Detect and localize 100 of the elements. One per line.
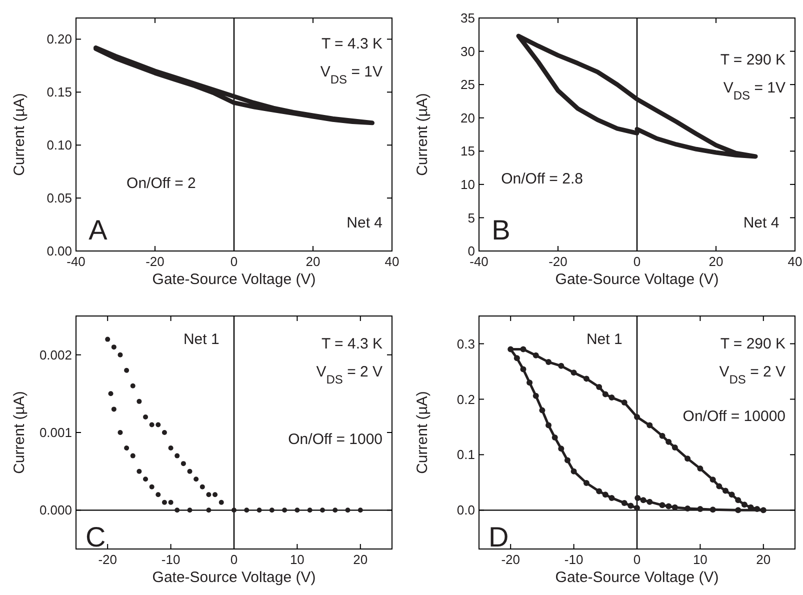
point [570,468,577,474]
point [320,508,325,513]
point [602,492,608,498]
annotation: V$_{DS}$ = 2 V [316,364,383,387]
point [162,430,167,435]
y-axis-title: Current (µA) [414,391,431,474]
x-tick-label: 10 [692,552,708,567]
x-tick-label: -20 [146,254,164,269]
point [552,434,558,440]
point [212,492,218,498]
point [583,480,590,486]
point [659,432,666,439]
y-axis-title: Current (µA) [11,391,28,474]
x-axis-title: Gate-Source Voltage (V) [152,271,316,288]
point [608,494,615,501]
point [640,497,646,504]
point [187,508,192,513]
annotation: Net 4 [743,214,780,232]
point [659,502,666,508]
annotation: T = 4.3 K [322,35,383,52]
annotation: T = 4.3 K [322,336,383,353]
point [124,368,130,373]
point [634,504,640,511]
point [136,468,142,474]
point [206,492,212,498]
x-tick-label: -20 [98,552,117,567]
y-tick-label: 0.05 [46,190,72,206]
x-axis-title: Gate-Source Voltage (V) [152,569,316,586]
y-tick-label: 35 [460,10,475,26]
x-tick-label: -20 [501,552,520,567]
annotation: On/Off = 1000 [288,431,383,448]
y-tick-label: 0.10 [46,138,72,153]
point [187,468,192,474]
point [218,500,224,505]
point [570,370,577,376]
x-tick-label: 0 [230,254,238,269]
y-tick-label: 10 [460,176,475,192]
y-tick-label: 25 [460,77,475,92]
x-tick-label: 20 [353,552,368,567]
y-tick-label: 0.2 [456,392,475,407]
point [634,494,641,501]
point [558,362,564,369]
annotation: C [85,522,106,553]
y-tick-label: 0.001 [39,425,72,440]
point [666,503,672,510]
point [621,400,628,406]
point [180,461,186,466]
annotation: On/Off = 10000 [682,408,786,425]
point [728,492,735,498]
point [558,446,564,452]
point [546,359,552,366]
point [345,508,350,513]
point [256,508,262,513]
point [646,422,653,428]
y-tick-label: 0.000 [39,502,72,518]
y-tick-label: 0.15 [46,84,72,100]
point [520,346,526,352]
point [596,384,602,390]
annotation: On/Off = 2.8 [501,170,583,188]
point [710,476,716,483]
annotation: Net 1 [586,330,622,348]
x-axis-title: Gate-Source Voltage (V) [555,271,719,288]
point [358,508,363,513]
annotation: A [88,214,108,246]
x-tick-label: -10 [564,552,584,567]
point [168,500,174,505]
y-tick-label: 0.002 [39,347,72,362]
y-tick-label: 0.3 [456,336,475,352]
point [124,446,130,451]
y-axis-title: Current (µA) [11,93,28,176]
annotation: V$_{DS}$ = 1V [723,80,786,103]
point [232,508,236,513]
point [111,344,116,350]
point [162,500,167,505]
point [105,336,110,342]
point [546,422,552,428]
y-tick-label: 0.1 [456,447,475,462]
y-tick-label: 30 [460,44,475,59]
point [628,502,634,509]
point [684,506,691,512]
point [735,507,742,514]
point [672,504,678,510]
point [634,414,640,420]
point [111,406,116,412]
point [332,508,338,513]
point [583,376,590,382]
x-tick-label: 0 [633,552,641,567]
point [564,457,570,464]
point [168,446,174,451]
x-tick-label: 20 [756,552,771,567]
annotation: Net 1 [183,330,220,348]
x-tick-label: 40 [788,254,802,269]
point [621,500,628,506]
point [539,407,546,414]
point [143,476,148,482]
point [307,508,312,513]
y-tick-label: 0.0 [456,502,475,518]
y-tick-label: 5 [468,210,475,226]
point [156,422,161,428]
x-tick-label: -10 [161,552,180,567]
